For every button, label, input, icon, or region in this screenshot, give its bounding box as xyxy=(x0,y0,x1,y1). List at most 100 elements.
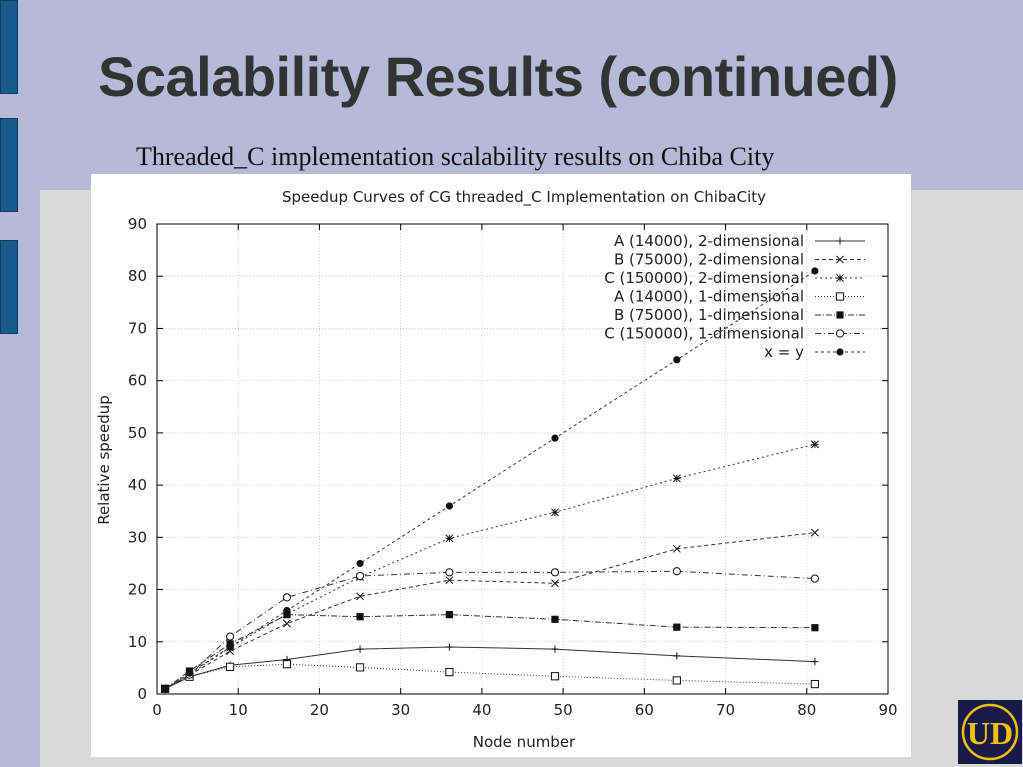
y-tick-label: 40 xyxy=(128,476,147,494)
x-tick-label: 50 xyxy=(554,701,573,719)
data-point xyxy=(445,568,454,577)
data-point xyxy=(283,619,291,628)
legend-label: x = y xyxy=(764,343,804,361)
x-tick-label: 60 xyxy=(635,701,654,719)
x-tick-label: 10 xyxy=(229,701,248,719)
series-1 xyxy=(161,643,819,693)
logo-background xyxy=(958,700,1022,764)
slide-title: Scalability Results (continued) xyxy=(98,45,898,108)
speedup-chart: Speedup Curves of CG threaded_C Implemen… xyxy=(91,174,911,757)
series-line xyxy=(164,532,815,690)
data-point xyxy=(185,669,194,677)
y-tick-label: 30 xyxy=(128,528,147,546)
series-line xyxy=(164,614,815,690)
university-logo: UD xyxy=(958,700,1022,764)
data-point xyxy=(836,255,844,264)
data-point xyxy=(811,267,819,275)
series-7 xyxy=(161,267,819,693)
y-tick-label: 80 xyxy=(128,267,147,285)
legend-label: B (75000), 1-dimensional xyxy=(614,306,804,324)
data-point xyxy=(551,579,559,588)
data-point xyxy=(836,311,844,319)
legend-label: C (150000), 1-dimensional xyxy=(604,325,804,343)
y-tick-label: 90 xyxy=(128,215,147,233)
data-point xyxy=(445,576,454,585)
series-line xyxy=(164,443,816,690)
data-point xyxy=(672,474,681,483)
chart-grid xyxy=(156,223,889,695)
series-line xyxy=(164,270,816,690)
y-tick-label: 50 xyxy=(128,424,147,442)
data-point xyxy=(810,679,819,689)
data-point xyxy=(445,643,453,651)
legend-label: B (75000), 2-dimensional xyxy=(614,251,804,269)
data-point xyxy=(282,660,292,669)
data-point xyxy=(355,663,365,672)
y-tick-label: 10 xyxy=(128,633,147,651)
side-tab-2 xyxy=(0,118,18,212)
data-point xyxy=(283,606,291,615)
series-line xyxy=(164,570,815,690)
data-point xyxy=(836,274,844,282)
x-tick-label: 20 xyxy=(310,701,329,719)
series-line xyxy=(164,663,815,690)
data-point xyxy=(673,623,681,631)
data-point xyxy=(226,662,235,671)
y-tick-label: 20 xyxy=(128,581,147,599)
legend-label: A (14000), 2-dimensional xyxy=(614,232,804,250)
data-point xyxy=(445,502,453,510)
series-line xyxy=(164,646,815,690)
data-point xyxy=(356,613,364,621)
series-4 xyxy=(161,660,819,693)
data-point xyxy=(282,593,292,602)
data-point xyxy=(355,571,365,581)
data-point xyxy=(226,643,234,651)
y-axis-label: Relative speedup xyxy=(95,395,113,525)
data-point xyxy=(810,440,819,449)
data-point xyxy=(283,611,291,619)
y-tick-label: 70 xyxy=(128,319,147,337)
series-5 xyxy=(161,611,819,693)
x-tick-label: 90 xyxy=(878,701,897,719)
data-point xyxy=(445,534,454,543)
x-tick-label: 30 xyxy=(391,701,410,719)
data-point xyxy=(811,624,819,632)
y-tick-label: 60 xyxy=(128,372,147,390)
data-point xyxy=(550,672,560,681)
data-point xyxy=(672,567,681,576)
logo-monogram: UD xyxy=(967,715,1013,751)
x-tick-label: 40 xyxy=(472,701,491,719)
legend-label: A (14000), 1-dimensional xyxy=(614,288,804,306)
data-point xyxy=(672,676,681,685)
data-point xyxy=(835,292,845,301)
x-tick-label: 80 xyxy=(797,701,816,719)
data-point xyxy=(550,568,560,577)
data-point xyxy=(551,434,559,442)
data-point xyxy=(356,592,365,601)
logo-ring xyxy=(961,703,1019,761)
data-point xyxy=(551,615,559,623)
side-tab-3 xyxy=(0,240,18,334)
data-point xyxy=(835,329,845,338)
data-point xyxy=(810,574,820,583)
data-point xyxy=(551,645,559,653)
data-point xyxy=(836,237,844,245)
chart-canvas: Speedup Curves of CG threaded_C Implemen… xyxy=(95,188,898,751)
data-point xyxy=(356,559,364,568)
data-point xyxy=(445,667,454,677)
data-point xyxy=(811,658,819,666)
series-3 xyxy=(161,440,819,693)
data-point xyxy=(673,356,681,364)
side-tab-1 xyxy=(0,0,18,94)
series-2 xyxy=(161,528,819,693)
data-point xyxy=(673,652,681,660)
data-point xyxy=(445,611,453,619)
data-point xyxy=(226,632,235,641)
chart-title: Speedup Curves of CG threaded_C Implemen… xyxy=(282,188,766,207)
legend-label: C (150000), 2-dimensional xyxy=(604,269,804,287)
x-tick-label: 0 xyxy=(152,701,162,719)
y-tick-label: 0 xyxy=(137,685,147,703)
data-point xyxy=(836,348,844,356)
x-tick-label: 70 xyxy=(716,701,735,719)
